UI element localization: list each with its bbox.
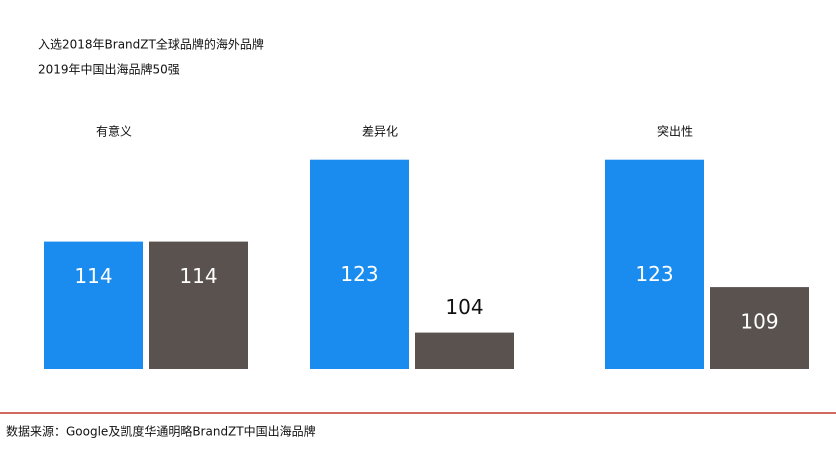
source-note: 数据来源：Google及凯度华通明略BrandZT中国出海品牌 [6, 424, 316, 439]
bar [415, 332, 514, 369]
category-label: 突出性 [657, 124, 693, 139]
value-label: 109 [740, 310, 778, 334]
bar [605, 159, 704, 369]
value-label: 104 [445, 295, 483, 319]
category-label: 有意义 [96, 124, 132, 139]
bar [310, 159, 409, 369]
bar [149, 241, 248, 369]
value-label: 114 [74, 264, 112, 288]
bar [710, 287, 809, 369]
category-label: 差异化 [362, 125, 398, 139]
value-label: 114 [179, 264, 217, 288]
value-label: 123 [340, 262, 378, 286]
legend-entry: 2019年中国出海品牌50强 [38, 62, 180, 77]
bar [44, 241, 143, 369]
legend-entry: 入选2018年BrandZT全球品牌的海外品牌 [38, 37, 264, 52]
value-label: 123 [635, 262, 673, 286]
